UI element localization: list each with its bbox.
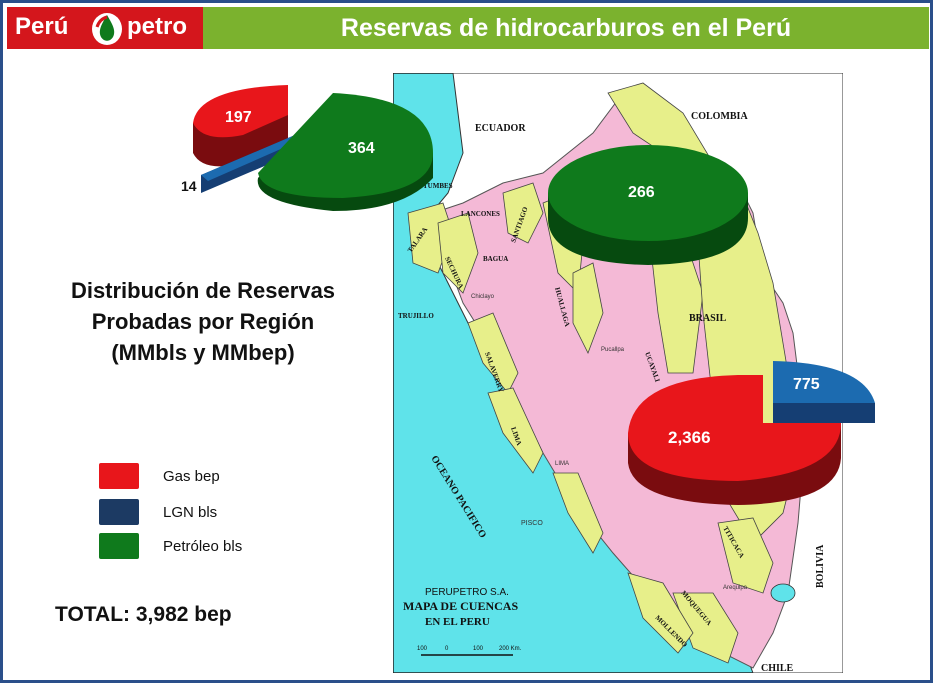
pie-south: 2,366 775 bbox=[628, 361, 875, 505]
label-chile: CHILE bbox=[761, 663, 794, 673]
pie-south-gas-value: 2,366 bbox=[668, 428, 711, 447]
pie-northeast-oil-slice bbox=[548, 145, 748, 241]
legend-swatch-gas bbox=[99, 463, 139, 489]
pie-south-lgn-slice bbox=[773, 361, 875, 403]
label-pisco: PISCO bbox=[521, 520, 543, 527]
caption-subtitle: EN EL PERU bbox=[425, 616, 490, 628]
legend-swatch-lgn bbox=[99, 499, 139, 525]
legend-swatch-oil bbox=[99, 533, 139, 559]
lake-titicaca bbox=[770, 583, 796, 603]
subtitle-line-1: Distribución de Reservas bbox=[70, 278, 336, 303]
label-chiclayo: Chiclayo bbox=[471, 294, 495, 300]
label-trujillo: TRUJILLO bbox=[398, 312, 434, 320]
pie-south-lgn-value: 775 bbox=[793, 376, 820, 393]
label-ecuador: ECUADOR bbox=[475, 123, 526, 134]
scale-label-3: 100 bbox=[473, 646, 484, 652]
label-lancones: LANCONES bbox=[461, 210, 500, 218]
label-colombia: COLOMBIA bbox=[691, 111, 748, 122]
legend-label-lgn: LGN bls bbox=[163, 504, 218, 521]
label-bolivia: BOLIVIA bbox=[815, 544, 826, 588]
pie-north-lgn-value: 14 bbox=[181, 178, 197, 194]
subtitle-line-2: Probadas por Región bbox=[91, 309, 315, 334]
chart-subtitle: Distribución de Reservas Probadas por Re… bbox=[33, 275, 373, 368]
label-arequipa: Arequipa bbox=[723, 585, 748, 591]
title-bar: Reservas de hidrocarburos en el Perú bbox=[203, 7, 929, 49]
pie-north: 197 14 364 bbox=[181, 85, 433, 211]
legend-label-gas: Gas bep bbox=[163, 468, 220, 485]
label-tumbes: TUMBES bbox=[423, 182, 453, 190]
pie-north-gas-slice bbox=[193, 85, 288, 138]
label-brasil: BRASIL bbox=[689, 313, 727, 324]
subtitle-line-3: (MMbls y MMbep) bbox=[111, 340, 295, 365]
pie-north-lgn-slice bbox=[201, 135, 299, 181]
page-title: Reservas de hidrocarburos en el Perú bbox=[340, 14, 792, 42]
pie-northeast-oil-value: 266 bbox=[628, 184, 655, 201]
caption-company: PERUPETRO S.A. bbox=[425, 587, 509, 598]
label-pucallpa: Pucallpa bbox=[601, 347, 625, 353]
perupetro-logo: Perú petro bbox=[7, 7, 203, 49]
pie-northeast: 266 bbox=[548, 145, 748, 265]
label-lima-city: LIMA bbox=[555, 461, 569, 467]
map-caption: PERUPETRO S.A. MAPA DE CUENCAS EN EL PER… bbox=[403, 587, 522, 656]
scale-label-4: 200 Km. bbox=[499, 646, 522, 652]
pie-overlays: 197 14 364 266 2,366 775 bbox=[181, 85, 875, 505]
logo-text-petro: petro bbox=[127, 13, 187, 40]
total-reserves: TOTAL: 3,982 bep bbox=[55, 603, 232, 626]
pie-north-oil-slice bbox=[258, 93, 433, 198]
label-bagua: BAGUA bbox=[483, 255, 508, 263]
legend-label-oil: Petróleo bls bbox=[163, 538, 243, 555]
oil-drop-logo-icon bbox=[92, 13, 122, 45]
scale-label-2: 0 bbox=[445, 646, 449, 652]
pie-north-gas-value: 197 bbox=[225, 109, 252, 126]
pie-south-gas-slice bbox=[628, 375, 841, 481]
caption-title: MAPA DE CUENCAS bbox=[403, 599, 518, 613]
pie-north-oil-value: 364 bbox=[348, 140, 375, 157]
scale-label-1: 100 bbox=[417, 646, 428, 652]
logo-text-peru: Perú bbox=[15, 13, 69, 40]
